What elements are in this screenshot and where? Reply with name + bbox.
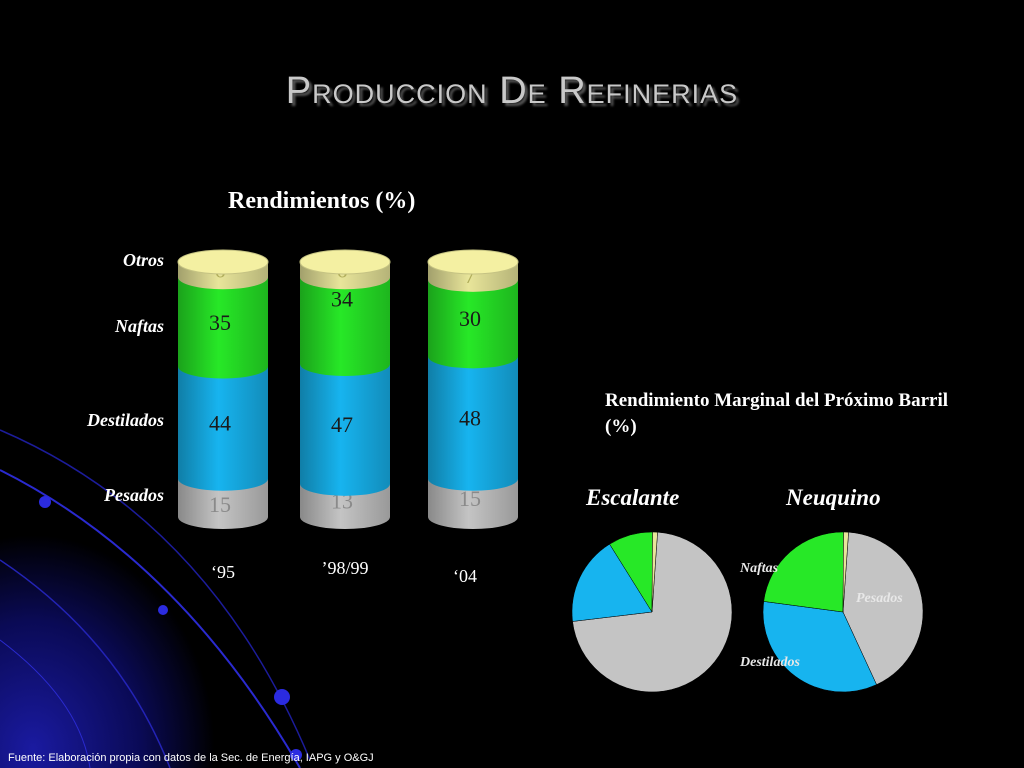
pie-neuquino-slice-destilados (762, 601, 877, 693)
pie-title-escalante: Escalante (586, 485, 680, 510)
data-label-destilados-0: 44 (209, 411, 231, 436)
bar-pesados-2 (428, 478, 518, 529)
data-label-naftas-0: 35 (209, 310, 231, 335)
data-label-naftas-2: 30 (459, 306, 481, 331)
pie-title-neuquino: Neuquino (786, 485, 881, 510)
row-label-naftas: Naftas (115, 316, 164, 336)
slide-title: Produccion De Refinerias (285, 70, 739, 112)
pie-section-title: Rendimiento Marginal del Próximo Barril … (605, 390, 949, 437)
bar-naftas-0 (178, 277, 268, 379)
pie-escalante-slice-destilados (571, 543, 653, 622)
pie-neuquino-slice-pesados (842, 531, 924, 685)
data-label-destilados-1: 47 (331, 412, 353, 437)
stacked-bar-chart: 154435613473461548307 (177, 249, 519, 529)
bar-naftas-1 (300, 277, 390, 376)
bar-pesados-0 (178, 478, 268, 529)
pie-label-pesados: Pesados (856, 591, 903, 606)
pie-neuquino-slice-naftas (763, 531, 844, 613)
pie-escalante-slice-otros (651, 531, 658, 613)
pie-charts (571, 531, 924, 693)
bar-pesados-1 (300, 483, 390, 529)
x-label-98-99: ’98/99 (321, 558, 369, 578)
data-label-otros-2: 7 (465, 263, 476, 288)
x-label-95: ‘95 (211, 562, 235, 582)
data-label-naftas-1: 34 (331, 287, 353, 312)
data-label-destilados-2: 48 (459, 406, 481, 431)
bar-destilados-0 (178, 366, 268, 491)
row-label-otros: Otros (122, 250, 164, 270)
pie-label-destilados: Destilados (740, 655, 800, 670)
pie-label-naftas: Naftas (740, 561, 779, 576)
bar-destilados-1 (300, 364, 390, 496)
bar-top-cap-1 (299, 249, 391, 275)
row-label-pesados: Pesados (104, 485, 164, 505)
source-note: Fuente: Elaboración propia con datos de … (8, 752, 374, 764)
data-label-pesados-0: 15 (209, 492, 231, 517)
x-label-04: ‘04 (453, 566, 477, 586)
bar-destilados-2 (428, 356, 518, 491)
bar-top-cap-2 (427, 249, 519, 275)
pie-neuquino-slice-otros (842, 531, 849, 613)
data-label-pesados-2: 15 (459, 486, 481, 511)
bar-chart-title: Rendimientos (%) (228, 188, 416, 214)
bar-naftas-2 (428, 279, 518, 369)
row-label-destilados: Destilados (86, 410, 164, 430)
bar-top-cap-0 (177, 249, 269, 275)
